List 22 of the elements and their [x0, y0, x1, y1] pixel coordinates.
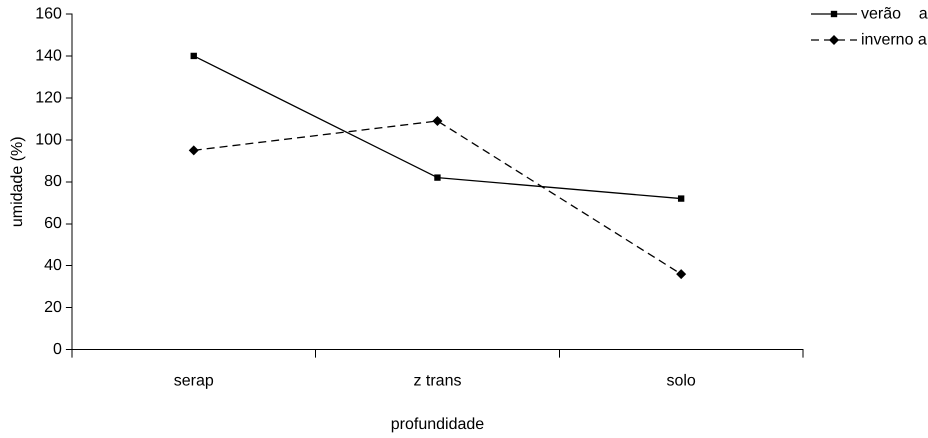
y-tick-label: 120 — [35, 89, 62, 106]
point — [678, 195, 684, 202]
point — [188, 145, 199, 156]
point — [676, 269, 686, 280]
y-tick-label: 0 — [52, 341, 62, 358]
x-tick-label: serap — [174, 372, 214, 390]
legend-label: inverno a — [861, 31, 927, 48]
y-tick-label: 100 — [35, 131, 62, 148]
y-tick-label: 20 — [44, 299, 62, 316]
point — [434, 174, 441, 181]
y-tick-label: 40 — [44, 257, 62, 274]
y-tick-label: 140 — [35, 47, 62, 64]
y-tick-label: 60 — [44, 215, 62, 232]
legend-label: verão a — [861, 5, 928, 22]
x-tick-label: z trans — [413, 372, 462, 390]
x-axis-title: profundidade — [390, 416, 484, 433]
point — [432, 116, 442, 126]
point — [190, 52, 197, 60]
y-axis-title: umidade (%) — [9, 136, 26, 228]
y-tick-label: 80 — [44, 173, 62, 190]
x-tick-label: solo — [666, 372, 696, 390]
y-tick-label: 160 — [35, 5, 62, 22]
